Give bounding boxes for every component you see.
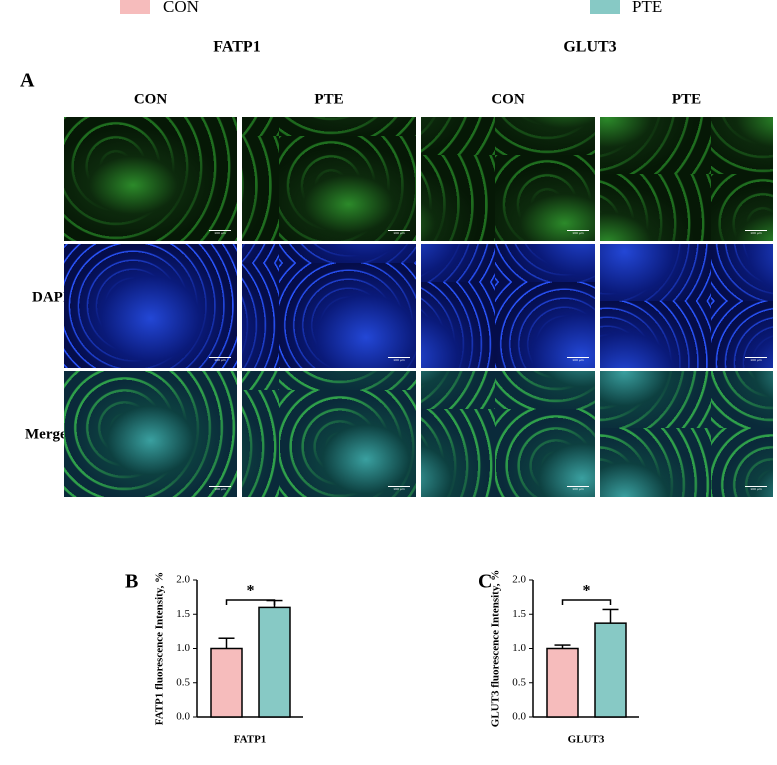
scale-bar: 100 μm — [567, 230, 589, 235]
panel-label: A — [20, 70, 35, 92]
scale-bar: 100 μm — [745, 486, 767, 491]
y-tick-label: 2.0 — [176, 574, 190, 586]
bar — [258, 606, 291, 718]
x-tick-label: FATP1 — [234, 734, 267, 746]
y-axis-label: GLUT3 fluorescence Intensity, % — [490, 570, 502, 727]
row-label: Merge — [25, 426, 67, 442]
micrograph: 100 μm — [64, 117, 237, 241]
y-tick-label: 1.5 — [512, 608, 526, 620]
significance-mark: * — [583, 583, 591, 600]
column-header: PTE — [314, 91, 343, 107]
y-tick-label: 0.5 — [512, 676, 526, 688]
x-tick-label: GLUT3 — [568, 734, 605, 746]
scale-bar: 100 μm — [388, 357, 410, 362]
scale-bar: 100 μm — [388, 486, 410, 491]
panel-label: B — [125, 571, 138, 593]
y-tick-label: 1.0 — [512, 642, 526, 654]
legend-label: CON — [163, 0, 199, 16]
legend-swatch — [120, 0, 150, 14]
column-header: PTE — [672, 91, 701, 107]
micrograph: 100 μm — [242, 117, 416, 241]
micrograph: 100 μm — [242, 371, 416, 497]
scale-bar: 100 μm — [209, 486, 231, 491]
micrograph: 100 μm — [64, 371, 237, 497]
column-header: CON — [491, 91, 525, 107]
legend-label: PTE — [632, 0, 662, 16]
scale-bar: 100 μm — [209, 230, 231, 235]
group-header: GLUT3 — [563, 39, 616, 56]
y-tick-label: 1.0 — [176, 642, 190, 654]
scale-bar: 100 μm — [567, 357, 589, 362]
y-tick-label: 2.0 — [512, 574, 526, 586]
micrograph: 100 μm — [421, 371, 595, 497]
micrograph: 100 μm — [421, 244, 595, 368]
y-axis-label: FATP1 fluorescence Intensity, % — [154, 572, 166, 725]
column-header: CON — [134, 91, 168, 107]
micrograph: 100 μm — [600, 371, 773, 497]
group-header: FATP1 — [213, 39, 260, 56]
panel-label: C — [478, 571, 492, 593]
micrograph: 100 μm — [421, 117, 595, 241]
scale-bar: 100 μm — [567, 486, 589, 491]
y-tick-label: 1.5 — [176, 608, 190, 620]
bar — [546, 647, 579, 718]
y-tick-label: 0.0 — [176, 711, 190, 723]
bar — [210, 647, 243, 718]
y-tick-label: 0.5 — [176, 676, 190, 688]
scale-bar: 100 μm — [388, 230, 410, 235]
micrograph: 100 μm — [600, 244, 773, 368]
legend-swatch — [590, 0, 620, 14]
bar — [594, 622, 627, 718]
scale-bar: 100 μm — [745, 357, 767, 362]
micrograph: 100 μm — [600, 117, 773, 241]
micrograph: 100 μm — [242, 244, 416, 368]
significance-bracket — [225, 599, 276, 605]
scale-bar: 100 μm — [745, 230, 767, 235]
y-tick-label: 0.0 — [512, 711, 526, 723]
row-label: DAPI — [32, 289, 69, 305]
micrograph: 100 μm — [64, 244, 237, 368]
significance-bracket — [561, 599, 612, 605]
significance-mark: * — [247, 583, 255, 600]
scale-bar: 100 μm — [209, 357, 231, 362]
